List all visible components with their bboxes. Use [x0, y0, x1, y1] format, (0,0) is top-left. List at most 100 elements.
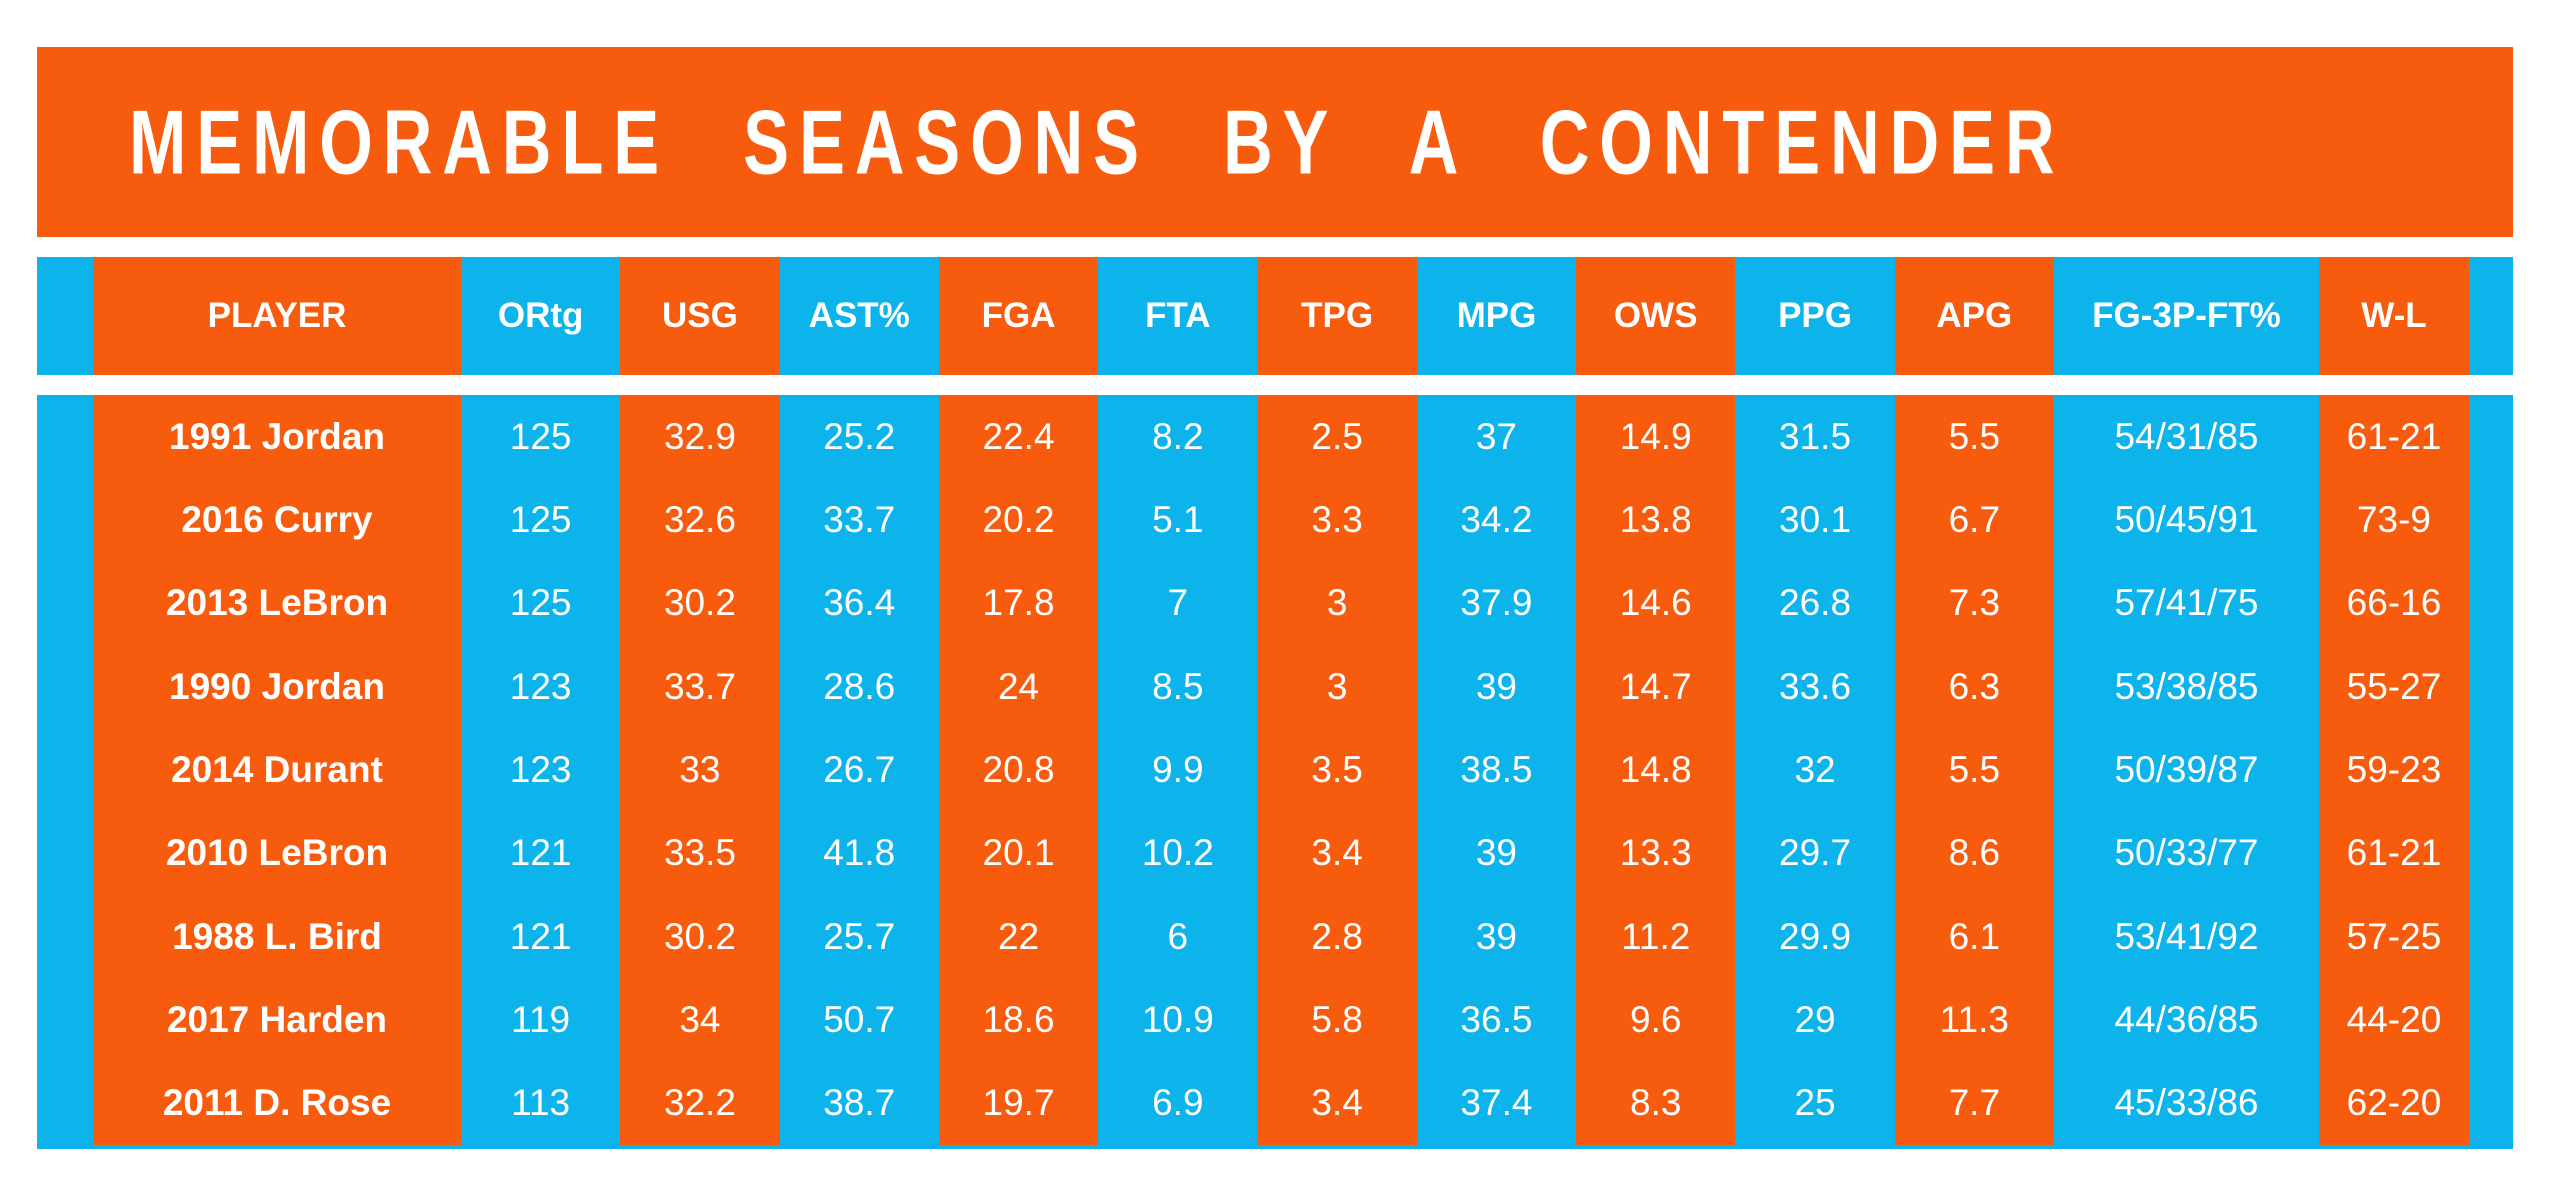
- player-cell: 1988 L. Bird: [93, 894, 461, 979]
- stat-cell-w-l: 59-23: [2318, 728, 2469, 812]
- stat-cell-ortg: 123: [461, 728, 621, 812]
- stat-cell-apg: 6.3: [1894, 644, 2054, 729]
- table-header-row: PLAYER ORtg USG AST% FGA FTA TPG MPG OWS PPG APG FG…: [37, 257, 2513, 375]
- stat-cell-fga: 22: [938, 894, 1099, 979]
- column-header-ppg: PPG: [1735, 257, 1895, 375]
- stat-cell-ortg: 113: [461, 1061, 621, 1145]
- stat-cell-mpg: 39: [1416, 811, 1577, 895]
- edge-strip-l: [37, 811, 93, 895]
- stat-cell-fg-3p-ft: 45/33/86: [2053, 1061, 2319, 1145]
- stat-cell-ppg: 26.8: [1735, 561, 1895, 645]
- stat-cell-fga: 18.6: [938, 978, 1099, 1062]
- stat-cell-ppg: 31.5: [1735, 395, 1895, 479]
- edge-strip-r: [2468, 811, 2513, 895]
- stat-cell-apg: 6.7: [1894, 478, 2054, 562]
- stat-cell-w-l: 44-20: [2318, 978, 2469, 1062]
- table-row: 1991 Jordan 125 32.9 25.2 22.4 8.2 2.5 37 14.9 31…: [37, 395, 2513, 479]
- stat-cell-ast: 38.7: [779, 1061, 939, 1145]
- edge-strip-l: [37, 1061, 93, 1145]
- stat-cell-ast: 41.8: [779, 811, 939, 895]
- stat-cell-usg: 32.6: [620, 478, 780, 562]
- edge-strip-r: [2468, 644, 2513, 729]
- stat-cell-mpg: 37.9: [1416, 561, 1577, 645]
- stat-cell-ows: 14.8: [1576, 728, 1736, 812]
- stat-cell-ows: 14.7: [1576, 644, 1736, 729]
- stat-cell-tpg: 5.8: [1257, 978, 1417, 1062]
- column-header-usg: USG: [620, 257, 780, 375]
- stat-cell-ppg: 29: [1735, 978, 1895, 1062]
- stat-cell-usg: 30.2: [620, 894, 780, 979]
- stat-cell-ortg: 125: [461, 561, 621, 645]
- stat-cell-tpg: 2.5: [1257, 395, 1417, 479]
- player-cell: 2010 LeBron: [93, 811, 461, 895]
- stat-cell-fg-3p-ft: 44/36/85: [2053, 978, 2319, 1062]
- player-cell: 2017 Harden: [93, 978, 461, 1062]
- stat-cell-fga: 20.8: [938, 728, 1099, 812]
- stat-cell-apg: 5.5: [1894, 728, 2054, 812]
- player-cell: 2016 Curry: [93, 478, 461, 562]
- stat-cell-ows: 14.6: [1576, 561, 1736, 645]
- stat-cell-apg: 11.3: [1894, 978, 2054, 1062]
- stat-cell-usg: 32.9: [620, 395, 780, 479]
- edge-strip-r: [2468, 1061, 2513, 1145]
- stat-cell-fta: 10.2: [1098, 811, 1258, 895]
- column-header-ast: AST%: [779, 257, 939, 375]
- stat-cell-usg: 33.7: [620, 644, 780, 729]
- table-row: 2014 Durant 123 33 26.7 20.8 9.9 3.5 38.5 14.8 32…: [37, 728, 2513, 812]
- stat-cell-fga: 19.7: [938, 1061, 1099, 1145]
- stat-cell-ortg: 125: [461, 395, 621, 479]
- column-header-mpg: MPG: [1416, 257, 1577, 375]
- stat-cell-ows: 13.3: [1576, 811, 1736, 895]
- stat-cell-ppg: 25: [1735, 1061, 1895, 1145]
- table-row: 1988 L. Bird 121 30.2 25.7 22 6 2.8 39 11.2 29.9 6…: [37, 894, 2513, 979]
- stat-cell-fg-3p-ft: 57/41/75: [2053, 561, 2319, 645]
- page-title: MEMORABLE SEASONS BY A CONTENDER: [129, 90, 2065, 193]
- column-header-ows: OWS: [1576, 257, 1736, 375]
- stat-cell-fga: 22.4: [938, 395, 1099, 479]
- edge-strip-r: [2468, 257, 2513, 375]
- edge-strip-l: [37, 728, 93, 812]
- stat-cell-w-l: 62-20: [2318, 1061, 2469, 1145]
- stat-cell-mpg: 38.5: [1416, 728, 1577, 812]
- stat-cell-fta: 6: [1098, 894, 1258, 979]
- stat-cell-ast: 25.2: [779, 395, 939, 479]
- header-body-gap: [37, 375, 2513, 395]
- edge-strip-r: [2468, 561, 2513, 645]
- edge-strip-r: [2468, 728, 2513, 812]
- column-header-tpg: TPG: [1257, 257, 1417, 375]
- stat-cell-fg-3p-ft: 50/33/77: [2053, 811, 2319, 895]
- stat-cell-ortg: 125: [461, 478, 621, 562]
- stat-cell-tpg: 3: [1257, 644, 1417, 729]
- stat-cell-fg-3p-ft: 50/39/87: [2053, 728, 2319, 812]
- edge-strip-r: [2468, 978, 2513, 1062]
- edge-strip-r: [2468, 395, 2513, 479]
- edge-strip-l: [37, 894, 93, 979]
- edge-strip-r: [2468, 478, 2513, 562]
- edge-strip-l: [37, 257, 93, 375]
- stat-cell-fta: 8.2: [1098, 395, 1258, 479]
- stat-cell-usg: 30.2: [620, 561, 780, 645]
- column-header-apg: APG: [1894, 257, 2054, 375]
- table-row: 1990 Jordan 123 33.7 28.6 24 8.5 3 39 14.7 33.6 6.…: [37, 644, 2513, 729]
- table-bottom-edge: [37, 1145, 2513, 1149]
- stat-cell-fga: 24: [938, 644, 1099, 729]
- column-header-fta: FTA: [1098, 257, 1258, 375]
- stat-cell-ppg: 32: [1735, 728, 1895, 812]
- edge-strip-l: [37, 478, 93, 562]
- stat-cell-ows: 8.3: [1576, 1061, 1736, 1145]
- stat-cell-ortg: 123: [461, 644, 621, 729]
- stat-cell-mpg: 34.2: [1416, 478, 1577, 562]
- stat-cell-w-l: 61-21: [2318, 811, 2469, 895]
- title-banner: MEMORABLE SEASONS BY A CONTENDER: [37, 47, 2513, 237]
- stat-cell-tpg: 3.3: [1257, 478, 1417, 562]
- stat-cell-mpg: 39: [1416, 644, 1577, 729]
- stat-cell-fta: 5.1: [1098, 478, 1258, 562]
- stat-cell-fga: 20.2: [938, 478, 1099, 562]
- stat-cell-apg: 6.1: [1894, 894, 2054, 979]
- player-cell: 2014 Durant: [93, 728, 461, 812]
- stat-cell-fga: 20.1: [938, 811, 1099, 895]
- stat-cell-ppg: 33.6: [1735, 644, 1895, 729]
- stat-cell-tpg: 3.4: [1257, 1061, 1417, 1145]
- stat-cell-fta: 10.9: [1098, 978, 1258, 1062]
- stat-cell-ows: 14.9: [1576, 395, 1736, 479]
